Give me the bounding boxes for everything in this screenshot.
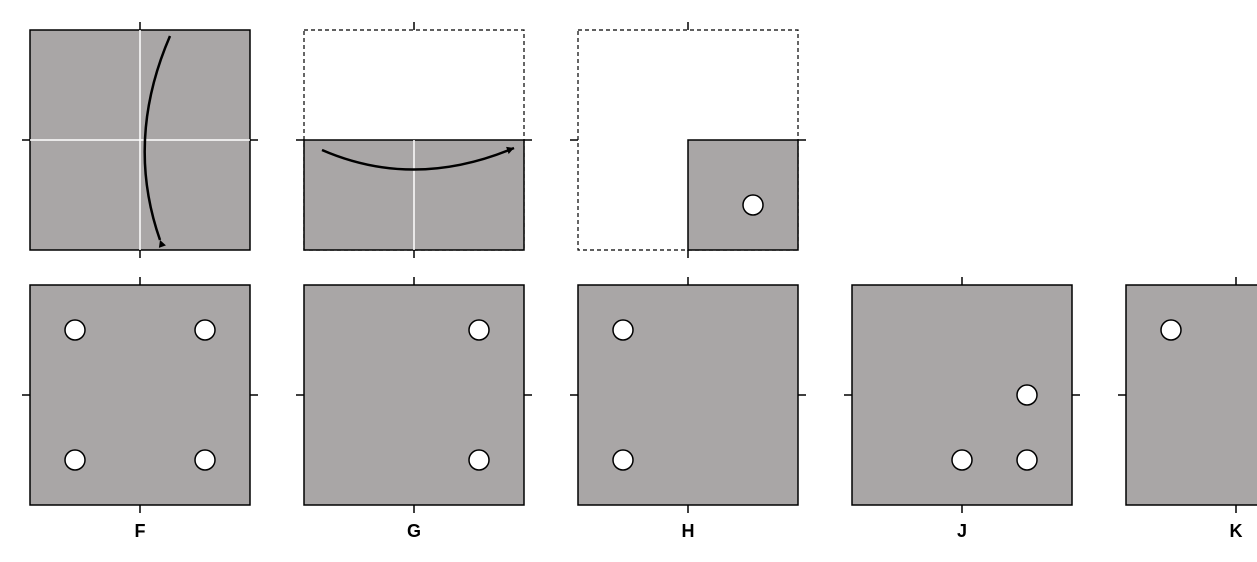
- punch-hole: [65, 450, 85, 470]
- fold-step: [294, 20, 534, 260]
- fold-box: [568, 20, 808, 260]
- fold-box: [20, 20, 260, 260]
- punch-hole: [195, 450, 215, 470]
- punch-hole: [613, 450, 633, 470]
- answer-box: [568, 275, 808, 515]
- answer-label: J: [957, 521, 967, 542]
- punch-hole: [1017, 385, 1037, 405]
- answer-label: H: [682, 521, 695, 542]
- answer-option: F: [20, 275, 260, 542]
- punch-hole: [952, 450, 972, 470]
- answer-box: [1116, 275, 1257, 515]
- fold-sequence-row: [20, 20, 1237, 260]
- answer-box: [842, 275, 1082, 515]
- punch-hole: [613, 320, 633, 340]
- answer-option: H: [568, 275, 808, 542]
- answer-option: G: [294, 275, 534, 542]
- fold-box: [294, 20, 534, 260]
- answer-box: [20, 275, 260, 515]
- punch-hole: [469, 320, 489, 340]
- punch-hole: [743, 195, 763, 215]
- answer-label: F: [135, 521, 146, 542]
- punch-hole: [195, 320, 215, 340]
- answer-box: [294, 275, 534, 515]
- fold-step: [20, 20, 260, 260]
- answer-option: K: [1116, 275, 1257, 542]
- answer-label: G: [407, 521, 421, 542]
- fold-step: [568, 20, 808, 260]
- diagram-container: FGHJK: [20, 20, 1237, 542]
- punch-hole: [65, 320, 85, 340]
- punch-hole: [1017, 450, 1037, 470]
- punch-hole: [469, 450, 489, 470]
- punch-hole: [1161, 320, 1181, 340]
- answer-label: K: [1230, 521, 1243, 542]
- answer-options-row: FGHJK: [20, 275, 1237, 542]
- answer-option: J: [842, 275, 1082, 542]
